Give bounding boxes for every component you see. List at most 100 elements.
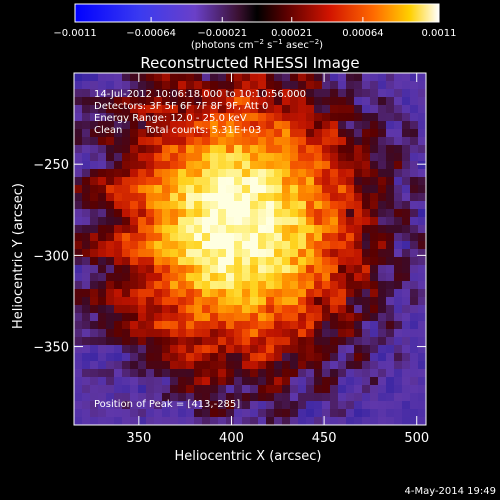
heatmap-cell [346,169,355,178]
heatmap-cell [378,233,387,242]
heatmap-cell [362,105,371,114]
heatmap-cell [162,241,171,250]
heatmap-cell [290,289,299,298]
heatmap-cell [114,249,123,258]
heatmap-cell [402,353,411,362]
heatmap-cell [242,273,251,282]
heatmap-cell [98,81,107,90]
heatmap-cell [194,305,203,314]
heatmap-cell [226,169,235,178]
heatmap-cell [322,81,331,90]
heatmap-cell [394,177,403,186]
heatmap-cell [226,137,235,146]
heatmap-cell [210,185,219,194]
heatmap-cell [386,169,395,178]
heatmap-cell [394,161,403,170]
heatmap-cell [186,361,195,370]
heatmap-cell [418,145,426,154]
heatmap-cell [266,105,275,114]
heatmap-cell [362,177,371,186]
heatmap-cell [378,249,387,258]
heatmap-cell [98,273,107,282]
heatmap-cell [402,161,411,170]
heatmap-cell [154,217,163,226]
heatmap-cell [130,105,139,114]
heatmap-cell [162,217,171,226]
heatmap-cell [282,409,291,418]
heatmap-cell [298,113,307,122]
heatmap-cell [138,241,147,250]
heatmap-cell [90,233,99,242]
heatmap-cell [138,169,147,178]
heatmap-cell [218,129,227,138]
x-axis-label: Heliocentric X (arcsec) [175,449,322,464]
heatmap-cell [370,353,379,362]
heatmap-cell [138,337,147,346]
heatmap-cell [330,289,339,298]
heatmap-cell [346,113,355,122]
heatmap-cell [410,193,419,202]
heatmap-cell [82,193,91,202]
heatmap-cell [82,185,91,194]
heatmap-cell [314,225,323,234]
heatmap-cell [354,177,363,186]
heatmap-cell [226,329,235,338]
heatmap-cell [330,105,339,114]
heatmap-cell [122,353,131,362]
heatmap-cell [378,401,387,410]
heatmap-image [74,73,426,425]
heatmap-cell [218,161,227,170]
heatmap-cell [218,305,227,314]
heatmap-cell [258,129,267,138]
heatmap-cell [282,273,291,282]
heatmap-cell [346,137,355,146]
heatmap-cell [330,81,339,90]
heatmap-cell [354,345,363,354]
heatmap-cell [370,385,379,394]
heatmap-cell [146,369,155,378]
heatmap-cell [194,97,203,106]
heatmap-cell [306,81,315,90]
heatmap-cell [186,249,195,258]
heatmap-cell [306,377,315,386]
heatmap-cell [338,409,347,418]
heatmap-cell [250,193,259,202]
heatmap-cell [274,209,283,218]
heatmap-cell [218,313,227,322]
heatmap-cell [210,121,219,130]
heatmap-cell [218,265,227,274]
heatmap-cell [290,137,299,146]
heatmap-cell [226,305,235,314]
heatmap-cell [250,121,259,130]
heatmap-cell [106,337,115,346]
heatmap-cell [106,313,115,322]
heatmap-cell [210,265,219,274]
heatmap-cell [162,385,171,394]
heatmap-cell [410,321,419,330]
heatmap-cell [330,185,339,194]
heatmap-cell [410,121,419,130]
heatmap-cell [274,225,283,234]
heatmap-cell [250,385,259,394]
heatmap-cell [290,249,299,258]
heatmap-cell [106,265,115,274]
heatmap-cell [338,297,347,306]
heatmap-cell [330,417,339,425]
heatmap-cell [314,233,323,242]
heatmap-cell [314,265,323,274]
heatmap-cell [202,409,211,418]
heatmap-cell [354,377,363,386]
heatmap-cell [418,241,426,250]
heatmap-cell [386,321,395,330]
heatmap-cell [354,249,363,258]
heatmap-cell [226,249,235,258]
heatmap-cell [378,385,387,394]
heatmap-cell [178,297,187,306]
heatmap-cell [162,105,171,114]
heatmap-cell [378,153,387,162]
heatmap-cell [354,273,363,282]
heatmap-cell [154,297,163,306]
heatmap-cell [394,169,403,178]
heatmap-cell [274,337,283,346]
heatmap-cell [410,337,419,346]
